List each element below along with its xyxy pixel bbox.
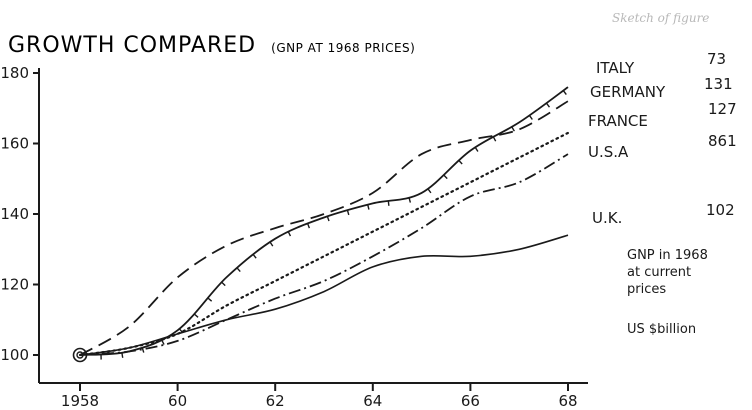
series-tick-italy	[408, 197, 412, 203]
gnp-note-line-3: prices	[627, 282, 666, 297]
chart-title: GROWTH COMPARED	[8, 33, 256, 58]
faint-caption: Sketch of figure	[612, 11, 709, 25]
series-tick-italy	[528, 115, 533, 120]
series-line-usa	[79, 153, 569, 356]
gnp-value-france: 127	[708, 100, 737, 118]
series-line-france	[78, 131, 570, 357]
series-tick-italy	[161, 339, 165, 345]
series-tick-italy	[141, 347, 145, 353]
gnp-value-usa: 861	[708, 132, 737, 150]
series-label-france: FRANCE	[588, 112, 648, 130]
x-tick-label: 68	[558, 392, 577, 410]
series-tick-italy	[207, 297, 213, 302]
series-tick-italy	[236, 267, 241, 273]
series-tick-italy	[443, 174, 448, 180]
series-tick-italy	[367, 204, 370, 210]
series-tick-italy	[193, 313, 199, 318]
x-ticks: 1958 60 62 64 66 68	[61, 383, 578, 410]
series-tick-italy	[306, 223, 311, 229]
series-tick-italy	[545, 102, 551, 108]
chart-title-group: GROWTH COMPARED (GNP AT 1968 PRICES)	[8, 33, 415, 58]
gnp-note-line-2: at current	[627, 265, 691, 280]
x-tick-label: 62	[266, 392, 285, 410]
series-tick-italy	[269, 241, 274, 247]
series-tick-italy	[387, 200, 390, 206]
series-tick-italy	[492, 136, 497, 142]
x-tick-label: 64	[363, 392, 382, 410]
series-tick-italy	[252, 253, 257, 259]
series-tick-italy	[458, 159, 463, 165]
gnp-note-line-4: US $billion	[627, 322, 696, 337]
series-line-italy	[79, 86, 569, 356]
series-tick-italy	[346, 209, 350, 216]
series-tick-italy	[121, 352, 124, 358]
series-label-germany: GERMANY	[590, 83, 666, 101]
chart-subtitle: (GNP AT 1968 PRICES)	[271, 41, 415, 55]
series-label-uk: U.K.	[592, 209, 622, 227]
axes	[38, 68, 588, 384]
x-tick-label: 60	[168, 392, 187, 410]
series-line-uk	[79, 234, 569, 356]
y-tick-label: 180	[0, 64, 29, 82]
start-marker-inner	[76, 351, 84, 359]
y-tick-label: 160	[0, 135, 29, 153]
x-tick-label: 1958	[61, 392, 99, 410]
series-tick-italy	[427, 188, 432, 194]
gnp-value-italy: 73	[707, 50, 726, 68]
y-tick-label: 140	[0, 205, 29, 223]
series-tick-italy	[326, 216, 330, 222]
y-tick-label: 120	[0, 276, 29, 294]
series-label-usa: U.S.A	[588, 143, 629, 161]
gnp-value-uk: 102	[706, 201, 735, 219]
y-tick-label: 100	[0, 346, 29, 364]
plot-area	[78, 86, 570, 360]
y-ticks: 100 120 140 160 180	[0, 64, 39, 364]
series-tick-italy	[474, 146, 479, 152]
series-tick-italy	[287, 231, 292, 237]
gnp-note: GNP in 1968 at current prices US $billio…	[627, 248, 708, 337]
series-line-germany	[79, 100, 569, 356]
series-tick-italy	[221, 281, 226, 287]
series-tick-italy	[511, 126, 515, 132]
series-tick-italy	[562, 90, 567, 95]
x-tick-label: 66	[461, 392, 480, 410]
gnp-note-line-1: GNP in 1968	[627, 248, 708, 263]
gnp-value-germany: 131	[704, 75, 733, 93]
series-labels: ITALY 73 GERMANY 131 FRANCE 127 U.S.A 86…	[588, 50, 737, 227]
start-marker-outer	[72, 347, 88, 363]
start-marker	[72, 347, 88, 363]
series-label-italy: ITALY	[596, 59, 635, 77]
